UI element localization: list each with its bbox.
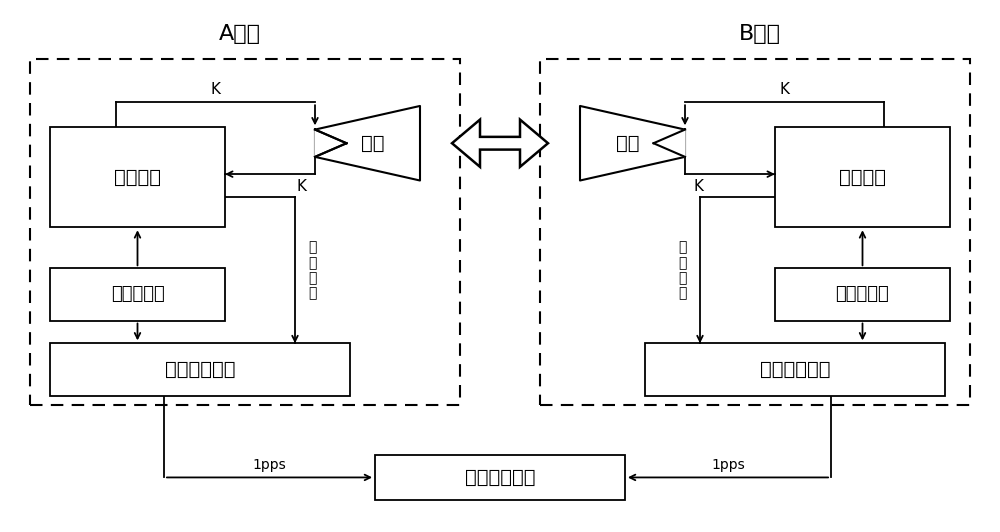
Text: 基准频率源: 基准频率源 [836,286,889,303]
Bar [50,127,225,227]
Text: 中
频
信
号: 中 频 信 号 [308,240,316,300]
Text: 天线: 天线 [616,134,639,153]
Polygon shape [654,130,685,157]
Text: K: K [779,82,789,97]
Bar [50,343,350,396]
Text: 时间同步装置: 时间同步装置 [465,468,535,487]
Bar [30,59,460,405]
Polygon shape [452,120,548,167]
Text: K: K [297,179,307,194]
Text: 信号处理单元: 信号处理单元 [760,360,830,379]
Text: K: K [211,82,221,97]
Bar [775,268,950,321]
Polygon shape [580,106,685,180]
Bar [645,343,945,396]
Text: K: K [693,179,703,194]
Text: 收发通道: 收发通道 [839,168,886,187]
Text: B系统: B系统 [739,24,781,44]
Text: 信号处理单元: 信号处理单元 [165,360,235,379]
Bar [775,127,950,227]
Text: 1pps: 1pps [253,458,286,472]
Polygon shape [315,106,420,180]
Bar [540,59,970,405]
Bar [50,268,225,321]
Text: 中
频
信
号: 中 频 信 号 [679,240,687,300]
Polygon shape [315,130,347,157]
Bar [375,455,625,500]
Text: A系统: A系统 [219,24,261,44]
Text: 天线: 天线 [361,134,384,153]
Text: 收发通道: 收发通道 [114,168,161,187]
Text: 1pps: 1pps [711,458,745,472]
Text: 基准频率源: 基准频率源 [111,286,164,303]
